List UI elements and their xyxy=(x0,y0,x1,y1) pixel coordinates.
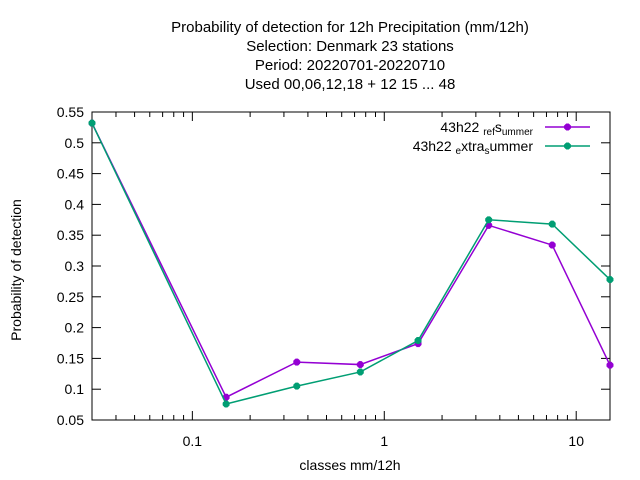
data-point xyxy=(356,361,364,369)
data-point xyxy=(356,368,364,376)
x-axis-label: classes mm/12h xyxy=(299,457,400,473)
data-point xyxy=(293,382,301,390)
data-point xyxy=(222,400,230,408)
data-point xyxy=(606,361,614,369)
y-tick-label: 0.1 xyxy=(65,381,85,397)
title-line-1: Probability of detection for 12h Precipi… xyxy=(171,19,529,36)
x-axis: 0.1 1 10 xyxy=(91,112,584,449)
title-line-2: Selection: Denmark 23 stations xyxy=(246,38,454,55)
x-tick-label: 10 xyxy=(568,433,584,449)
y-tick-label: 0.15 xyxy=(57,350,84,366)
title-line-4: Used 00,06,12,18 + 12 15 ... 48 xyxy=(245,76,456,93)
y-tick-label: 0.45 xyxy=(57,166,84,182)
y-axis: 0.05 0.1 0.15 0.2 0.25 0.3 0.35 0.4 0.45 0.5 0.55 xyxy=(57,104,610,428)
data-point xyxy=(414,337,422,345)
series xyxy=(88,119,614,408)
data-point xyxy=(564,123,571,131)
y-tick-label: 0.5 xyxy=(65,135,85,151)
legend-label-part: 43h22 xyxy=(440,119,483,135)
chart-title: Probability of detection for 12h Precipi… xyxy=(171,19,529,93)
legend-label-part: 43h22 xyxy=(413,138,456,154)
legend-label-part: s xyxy=(495,119,502,135)
y-tick-label: 0.4 xyxy=(65,196,85,212)
y-tick-label: 0.55 xyxy=(57,104,84,120)
y-tick-label: 0.2 xyxy=(65,320,85,336)
data-point xyxy=(548,241,556,249)
series-line xyxy=(91,122,611,405)
data-point xyxy=(293,358,301,366)
legend-label-part: ref xyxy=(483,127,495,138)
y-tick-label: 0.05 xyxy=(57,412,84,428)
x-tick-label: 0.1 xyxy=(183,433,203,449)
y-tick-label: 0.35 xyxy=(57,227,84,243)
series-line xyxy=(91,122,611,399)
data-point xyxy=(548,220,556,228)
legend-label-part: ummer xyxy=(502,127,534,138)
legend-entry-label: 43h22 extrasummer xyxy=(413,138,534,157)
data-point xyxy=(485,216,493,224)
data-point xyxy=(606,276,614,284)
y-tick-label: 0.3 xyxy=(65,258,85,274)
legend-label-part: xtra xyxy=(461,138,485,154)
data-point xyxy=(88,119,96,127)
y-tick-label: 0.25 xyxy=(57,289,84,305)
legend-entry-label: 43h22 refsummer xyxy=(440,119,533,138)
y-axis-label: Probability of detection xyxy=(8,199,24,341)
title-line-3: Period: 20220701-20220710 xyxy=(255,57,445,74)
series xyxy=(88,119,614,401)
legend-label-part: ummer xyxy=(489,138,533,154)
legend-label-part: s xyxy=(484,146,489,157)
series-layer xyxy=(88,119,614,408)
legend-label-part: e xyxy=(456,146,462,157)
data-point xyxy=(564,142,571,150)
x-tick-label: 1 xyxy=(380,433,388,449)
